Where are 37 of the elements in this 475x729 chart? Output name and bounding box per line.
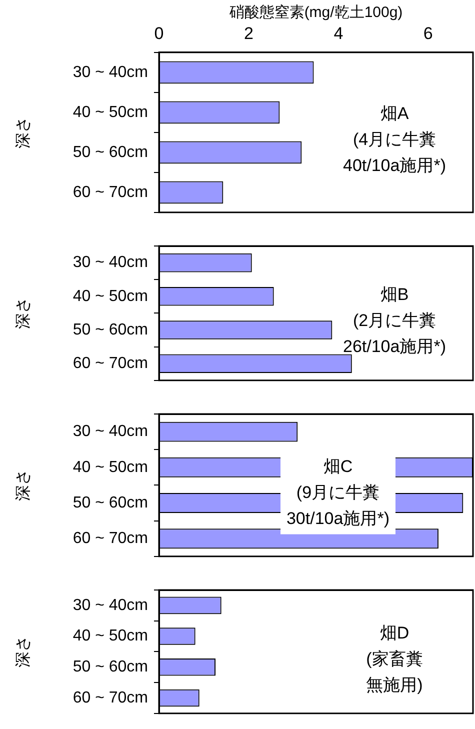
y-axis-title: 深さ	[15, 469, 32, 502]
annotation: (9月に牛糞	[296, 482, 380, 502]
annotation: (家畜糞	[366, 649, 423, 668]
y-tick-label: 50 ~ 60cm	[72, 658, 148, 676]
annotation: 無施用)	[366, 675, 423, 694]
x-tick-label: 2	[244, 24, 254, 43]
x-tick-label: 4	[334, 24, 344, 43]
y-tick-label: 40 ~ 50cm	[72, 104, 148, 121]
annotation: 26t/10a施用*)	[343, 336, 446, 356]
y-tick-label: 30 ~ 40cm	[72, 64, 148, 81]
y-axis-title: 深さ	[15, 116, 32, 148]
y-axis-title: 深さ	[15, 297, 32, 330]
x-tick-label: 0	[154, 24, 164, 43]
x-tick-label: 6	[423, 24, 433, 43]
y-tick-label: 50 ~ 60cm	[72, 144, 148, 161]
y-tick-label: 60 ~ 70cm	[72, 530, 148, 548]
annotation: 畑C	[323, 456, 353, 476]
x-axis-title: 硝酸態窒素(mg/乾土100g)	[228, 4, 403, 22]
y-tick-label: 40 ~ 50cm	[72, 458, 148, 476]
annotation: 畑D	[380, 623, 410, 642]
annotation: 30t/10a施用*)	[286, 508, 390, 528]
annotation: 40t/10a施用*)	[343, 156, 446, 176]
y-tick-label: 60 ~ 70cm	[72, 355, 148, 372]
y-tick-label: 60 ~ 70cm	[72, 184, 148, 201]
y-tick-label: 60 ~ 70cm	[72, 689, 148, 706]
y-axis-title: 深さ	[15, 636, 32, 668]
annotation: (2月に牛糞	[352, 310, 436, 330]
annotation: 畑B	[380, 284, 409, 304]
y-tick-label: 30 ~ 40cm	[72, 423, 148, 440]
y-tick-label: 30 ~ 40cm	[72, 596, 148, 614]
y-tick-label: 50 ~ 60cm	[72, 494, 148, 512]
y-tick-label: 40 ~ 50cm	[72, 628, 148, 645]
y-tick-label: 40 ~ 50cm	[72, 288, 148, 305]
y-tick-label: 50 ~ 60cm	[72, 321, 148, 338]
annotation: (4月に牛糞	[352, 130, 436, 150]
y-tick-label: 30 ~ 40cm	[72, 254, 148, 272]
annotation: 畑A	[380, 104, 410, 124]
